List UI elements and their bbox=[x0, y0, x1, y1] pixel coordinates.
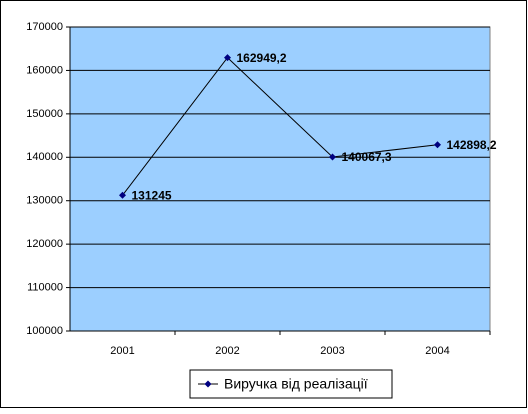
y-tick-label: 150000 bbox=[26, 108, 63, 120]
data-label: 142898,2 bbox=[447, 138, 497, 152]
y-tick-label: 130000 bbox=[26, 195, 63, 207]
x-tick-label: 2002 bbox=[215, 345, 239, 357]
data-point bbox=[329, 153, 336, 161]
data-label: 162949,2 bbox=[237, 51, 287, 65]
y-tick-label: 170000 bbox=[26, 21, 63, 33]
legend-marker bbox=[204, 380, 212, 388]
data-point bbox=[224, 54, 231, 62]
y-tick-label: 100000 bbox=[26, 325, 63, 337]
legend-label: Виручка від реалізації bbox=[224, 376, 368, 392]
y-tick-label: 110000 bbox=[27, 281, 63, 293]
data-label: 131245 bbox=[132, 188, 172, 202]
x-tick-label: 2003 bbox=[320, 345, 344, 357]
x-tick-label: 2004 bbox=[425, 345, 449, 357]
data-point bbox=[434, 141, 441, 149]
data-label: 140067,3 bbox=[342, 150, 392, 164]
x-tick-label: 2001 bbox=[110, 345, 134, 357]
y-tick-label: 120000 bbox=[26, 238, 63, 250]
data-point bbox=[119, 191, 126, 199]
data-line bbox=[122, 56, 438, 196]
y-tick-label: 160000 bbox=[26, 64, 63, 76]
legend-box bbox=[189, 369, 393, 399]
plot-area bbox=[69, 26, 491, 332]
y-tick-label: 140000 bbox=[26, 151, 63, 163]
